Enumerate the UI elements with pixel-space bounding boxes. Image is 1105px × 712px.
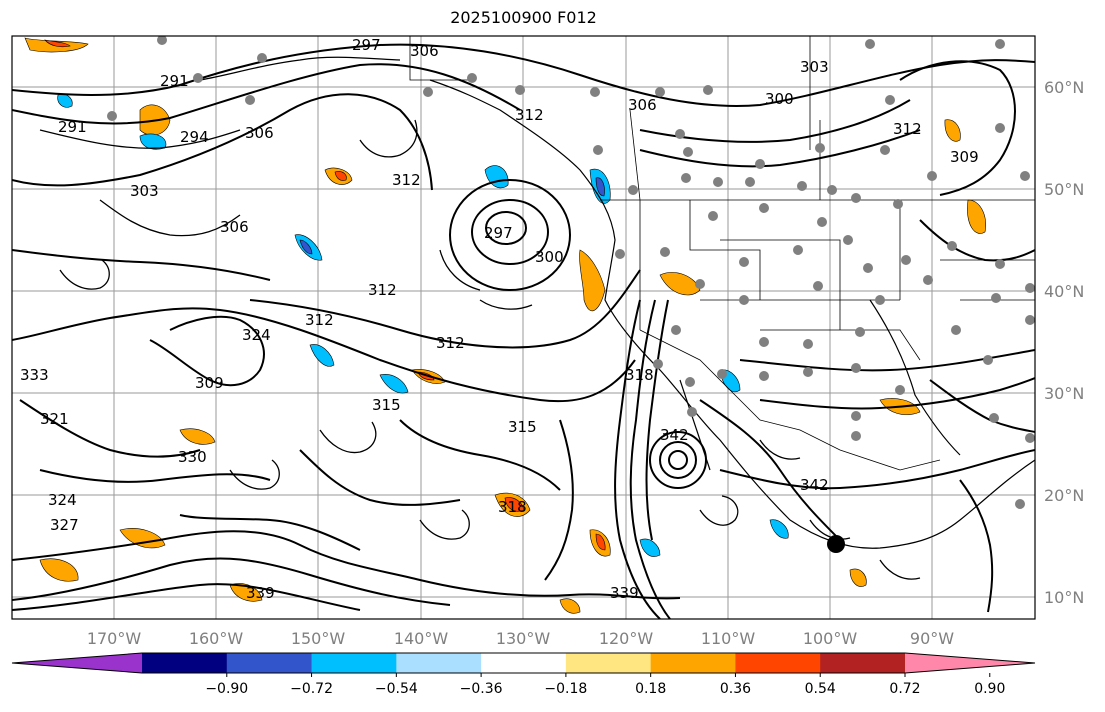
contour-label: 321 — [40, 410, 69, 428]
contour-label: 309 — [950, 148, 979, 166]
contour-label: 330 — [178, 448, 207, 466]
contour-label: 342 — [800, 476, 829, 494]
lon-label: 100°W — [803, 629, 858, 648]
colorbar-tick-label: 0.54 — [805, 681, 836, 697]
contour-label: 342 — [660, 426, 689, 444]
coastline — [39, 56, 1035, 549]
colorbar-tick-label: 0.72 — [889, 681, 920, 697]
contour-label: 300 — [765, 90, 794, 108]
minor-contours — [59, 119, 921, 580]
contour-label: 312 — [515, 106, 544, 124]
lat-label: 20°N — [1044, 486, 1084, 505]
lat-label: 60°N — [1044, 78, 1084, 97]
contour-label: 312 — [305, 311, 334, 329]
colorbar-segment — [142, 653, 228, 673]
graticule — [12, 36, 1035, 619]
contour-label: 306 — [245, 124, 274, 142]
political-boundaries — [409, 36, 1035, 471]
colorbar-tick-label: −0.72 — [290, 681, 333, 697]
colorbar-tick-label: −0.36 — [460, 681, 503, 697]
colorbar-outline — [11, 652, 1036, 674]
contour-label: 324 — [48, 491, 77, 509]
contour-label: 297 — [352, 36, 381, 54]
lon-label: 140°W — [394, 629, 449, 648]
contour-label: 324 — [242, 326, 271, 344]
lon-label: 150°W — [291, 629, 346, 648]
colorbar-segment — [820, 653, 906, 673]
station-markers — [107, 36, 1035, 509]
colorbar-tick-label: 0.18 — [635, 681, 666, 697]
shaded-blobs — [24, 37, 986, 614]
contour-label: 306 — [628, 96, 657, 114]
colorbar: −0.90 −0.72 −0.54 −0.36 −0.18 0.18 0.36 0.54 0.7… — [11, 652, 1036, 697]
lon-label: 130°W — [496, 629, 551, 648]
lat-label: 30°N — [1044, 384, 1084, 403]
contour-label: 318 — [625, 366, 654, 384]
colorbar-segment — [396, 653, 482, 673]
colorbar-extend-high — [905, 653, 1035, 673]
colorbar-tick-label: 0.36 — [720, 681, 751, 697]
contour-label: 306 — [410, 42, 439, 60]
contour-label: 300 — [535, 248, 564, 266]
contour-label: 306 — [220, 218, 249, 236]
contour-label: 303 — [130, 182, 159, 200]
contour-label: 339 — [610, 584, 639, 602]
lat-label: 40°N — [1044, 282, 1084, 301]
contour-label: 318 — [498, 498, 527, 516]
lon-label: 120°W — [599, 629, 654, 648]
map-content: 297 291 291 294 306 306 306 306 303 303 … — [12, 36, 1035, 619]
lon-label: 110°W — [701, 629, 756, 648]
colorbar-tick-label: −0.54 — [375, 681, 418, 697]
colorbar-extend-low — [12, 653, 142, 673]
longitude-labels: 170°W 160°W 150°W 140°W 130°W 120°W 110°… — [87, 629, 954, 648]
colorbar-tick-label: −0.18 — [544, 681, 587, 697]
contour-label: 291 — [160, 72, 189, 90]
colorbar-tick-label: 0.90 — [974, 681, 1005, 697]
latitude-labels: 60°N 50°N 40°N 30°N 20°N 10°N — [1044, 78, 1084, 607]
storm-marker — [827, 535, 845, 553]
lat-label: 50°N — [1044, 180, 1084, 199]
colorbar-tick-label: −0.90 — [205, 681, 248, 697]
contour-label: 339 — [246, 584, 275, 602]
contour-label: 315 — [372, 396, 401, 414]
contour-label: 312 — [893, 120, 922, 138]
lon-label: 90°W — [910, 629, 954, 648]
colorbar-segment — [650, 653, 736, 673]
lat-label: 10°N — [1044, 588, 1084, 607]
map-frame — [11, 35, 1036, 620]
contour-label: 309 — [195, 374, 224, 392]
contour-label: 333 — [20, 366, 49, 384]
lon-label: 170°W — [87, 629, 142, 648]
lon-label: 160°W — [189, 629, 244, 648]
contour-label: 303 — [800, 58, 829, 76]
contour-labels: 297 291 291 294 306 306 306 306 303 303 … — [20, 36, 979, 602]
colorbar-segment — [735, 653, 821, 673]
colorbar-segment — [481, 653, 567, 673]
contour-label: 294 — [180, 128, 209, 146]
colorbar-segment — [565, 653, 652, 673]
contour-label: 312 — [436, 334, 465, 352]
contour-label: 297 — [484, 224, 513, 242]
colorbar-segment — [226, 653, 313, 673]
contour-label: 327 — [50, 516, 79, 534]
contour-label: 291 — [58, 118, 87, 136]
map-title: 2025100900 F012 — [450, 8, 597, 27]
contour-label: 315 — [508, 418, 537, 436]
contour-label: 312 — [392, 171, 421, 189]
colorbar-segment — [311, 653, 397, 673]
contour-label: 312 — [368, 281, 397, 299]
